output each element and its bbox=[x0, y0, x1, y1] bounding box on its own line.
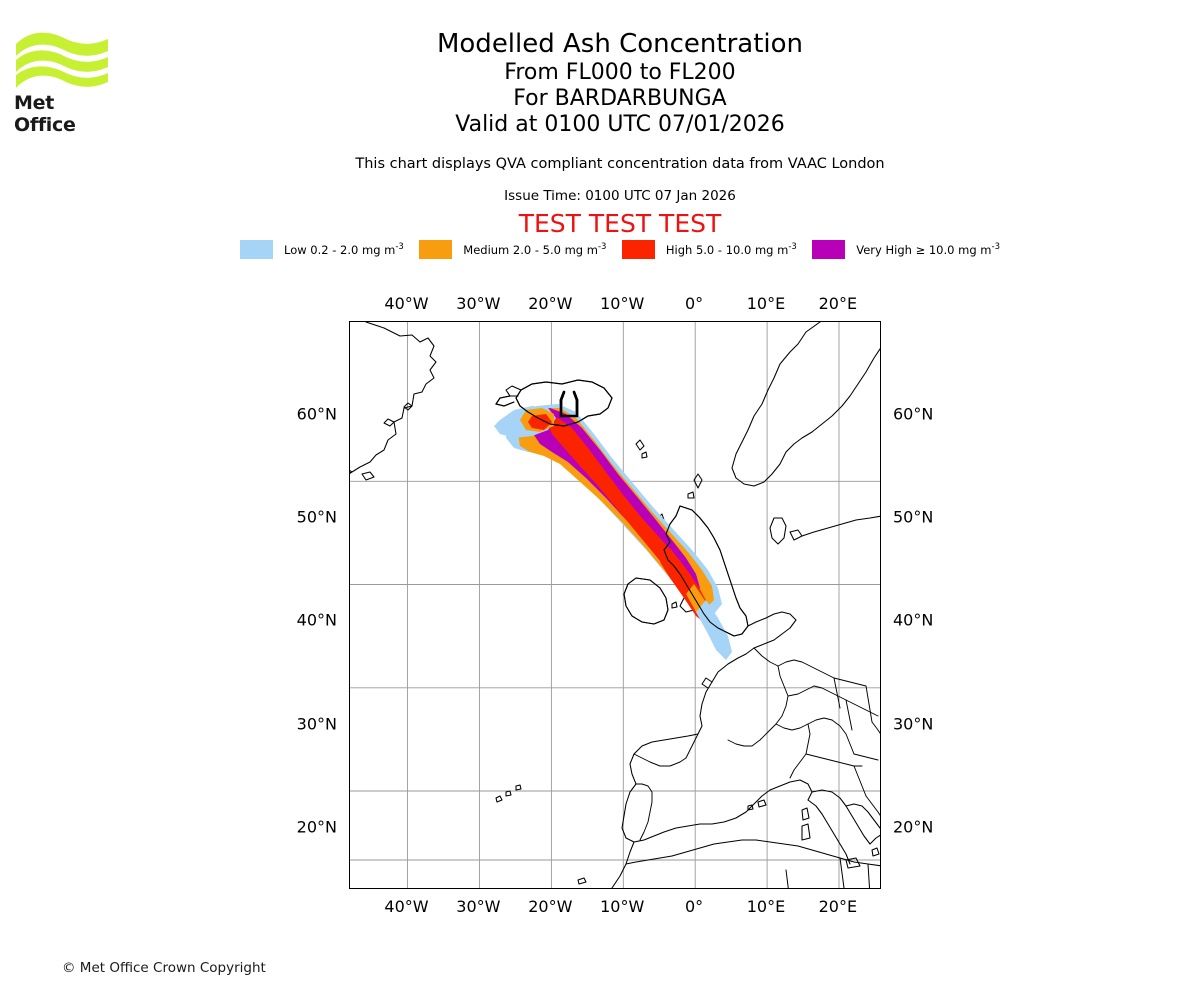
lat-tick-left-1: 30°N bbox=[296, 714, 337, 734]
legend-item-medium: Medium 2.0 - 5.0 mg m-3 bbox=[419, 240, 606, 259]
lon-tick-top-1: 30°W bbox=[456, 294, 501, 313]
lat-tick-left-4: 60°N bbox=[296, 404, 337, 424]
copyright-notice: © Met Office Crown Copyright bbox=[62, 960, 266, 976]
lon-tick-bottom-6: 20°E bbox=[818, 897, 858, 916]
coastlines bbox=[350, 322, 880, 888]
lon-tick-top-2: 20°W bbox=[528, 294, 573, 313]
uk-overlay bbox=[623, 505, 749, 637]
lon-tick-bottom-1: 30°W bbox=[456, 897, 501, 916]
legend-item-low: Low 0.2 - 2.0 mg m-3 bbox=[240, 240, 404, 259]
lon-tick-bottom-0: 40°W bbox=[384, 897, 429, 916]
lon-tick-top-3: 10°W bbox=[600, 294, 645, 313]
graticule bbox=[350, 322, 880, 888]
lon-tick-bottom-2: 20°W bbox=[528, 897, 573, 916]
ash-plume bbox=[494, 404, 732, 660]
ash-concentration-map bbox=[349, 321, 881, 889]
lat-tick-right-3: 50°N bbox=[893, 507, 934, 527]
lon-tick-bottom-4: 0° bbox=[684, 897, 704, 916]
met-office-waves-logo bbox=[16, 32, 108, 88]
page-title: Modelled Ash Concentration bbox=[436, 29, 804, 59]
lat-tick-right-2: 40°N bbox=[893, 610, 934, 630]
lat-tick-left-0: 20°N bbox=[296, 817, 337, 837]
legend-swatch-low bbox=[240, 240, 273, 259]
plume-source-high bbox=[528, 414, 552, 430]
map-plot-area bbox=[349, 321, 881, 889]
lat-tick-right-0: 20°N bbox=[893, 817, 934, 837]
legend-label-very-high: Very High ≥ 10.0 mg m-3 bbox=[856, 241, 1000, 257]
legend-label-medium: Medium 2.0 - 5.0 mg m-3 bbox=[463, 241, 607, 257]
map-canvas bbox=[350, 322, 880, 888]
lon-tick-top-5: 10°E bbox=[746, 294, 786, 313]
brand-name: Met Office bbox=[14, 92, 76, 136]
qva-note: This chart displays QVA compliant concen… bbox=[355, 156, 885, 172]
legend-label-low: Low 0.2 - 2.0 mg m-3 bbox=[284, 241, 404, 257]
legend-swatch-high bbox=[621, 240, 655, 259]
legend-item-high: High 5.0 - 10.0 mg m-3 bbox=[621, 240, 797, 259]
lon-tick-top-4: 0° bbox=[684, 294, 704, 313]
lon-tick-bottom-3: 10°W bbox=[600, 897, 645, 916]
lon-tick-top-0: 40°W bbox=[384, 294, 429, 313]
legend-swatch-medium bbox=[419, 240, 453, 259]
concentration-legend: Low 0.2 - 2.0 mg m-3 Medium 2.0 - 5.0 mg … bbox=[240, 240, 1000, 259]
lat-tick-left-2: 40°N bbox=[296, 610, 337, 630]
valid-time: Valid at 0100 UTC 07/01/2026 bbox=[455, 112, 785, 137]
issue-time: Issue Time: 0100 UTC 07 Jan 2026 bbox=[504, 188, 736, 204]
iceland-overlay bbox=[495, 379, 613, 427]
flight-level-range: From FL000 to FL200 bbox=[504, 60, 736, 85]
lon-tick-bottom-5: 10°E bbox=[746, 897, 786, 916]
legend-swatch-very-high bbox=[812, 240, 846, 259]
chart-header: Modelled Ash Concentration From FL000 to… bbox=[230, 28, 1010, 239]
met-office-logo: Met Office bbox=[14, 28, 114, 136]
legend-label-high: High 5.0 - 10.0 mg m-3 bbox=[665, 241, 797, 257]
lat-tick-right-4: 60°N bbox=[893, 404, 934, 424]
legend-item-very-high: Very High ≥ 10.0 mg m-3 bbox=[812, 240, 1000, 259]
lat-tick-right-1: 30°N bbox=[893, 714, 934, 734]
test-banner: TEST TEST TEST bbox=[518, 209, 722, 238]
lat-tick-left-3: 50°N bbox=[296, 507, 337, 527]
lon-tick-top-6: 20°E bbox=[818, 294, 858, 313]
volcano-name: For BARDARBUNGA bbox=[513, 86, 727, 111]
